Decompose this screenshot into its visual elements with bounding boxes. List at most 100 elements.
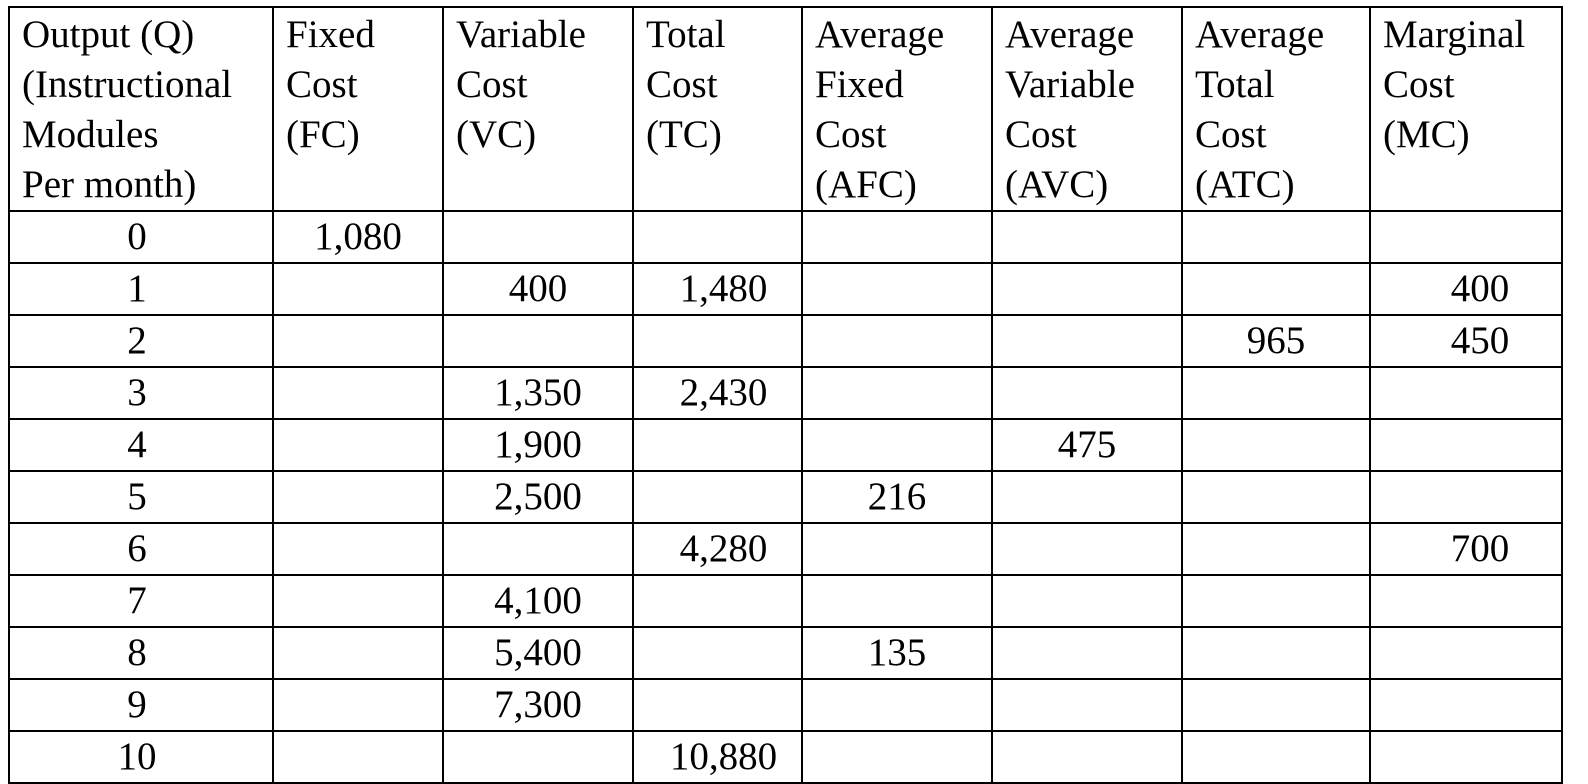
table-header: Output (Q) (Instructional Modules Per month…	[8, 6, 1563, 212]
fc-cell	[272, 522, 444, 576]
header-variable-cost: Variable Cost (VC)	[442, 6, 634, 212]
tc-cell	[632, 210, 803, 264]
header-line: (MC)	[1383, 113, 1470, 156]
header-line: (ATC)	[1195, 163, 1295, 206]
afc-cell	[801, 678, 993, 732]
avc-cell	[991, 262, 1183, 316]
atc-cell: 965	[1181, 314, 1371, 368]
header-line: Cost	[646, 63, 718, 106]
tc-cell	[632, 678, 803, 732]
afc-cell	[801, 366, 993, 420]
output-cell: 0	[8, 210, 274, 264]
fc-cell	[272, 470, 444, 524]
cell-value: 2	[127, 319, 147, 362]
afc-cell	[801, 730, 993, 784]
cell-value: 5	[127, 475, 147, 518]
tc-cell	[632, 314, 803, 368]
header-total-cost: Total Cost (TC)	[632, 6, 803, 212]
header-fixed-cost: Fixed Cost (FC)	[272, 6, 444, 212]
table-row: 8 5,400 135	[8, 626, 1563, 680]
vc-cell: 5,400	[442, 626, 634, 680]
fc-cell	[272, 574, 444, 628]
header-output: Output (Q) (Instructional Modules Per month…	[8, 6, 274, 212]
table-row: 1 400 1,480 400	[8, 262, 1563, 316]
avc-cell	[991, 210, 1183, 264]
fc-cell	[272, 262, 444, 316]
atc-cell	[1181, 678, 1371, 732]
header-line: Marginal	[1383, 13, 1526, 56]
table-row: 6 4,280 700	[8, 522, 1563, 576]
header-line: Fixed	[815, 63, 904, 106]
cell-value: 2,500	[494, 475, 582, 518]
fc-cell	[272, 730, 444, 784]
table-row: 2 965 450	[8, 314, 1563, 368]
output-cell: 9	[8, 678, 274, 732]
header-row: Output (Q) (Instructional Modules Per month…	[8, 6, 1563, 212]
header-average-total-cost: Average Total Cost (ATC)	[1181, 6, 1371, 212]
table-body: 0 1,080 1 400 1,480 400 2 965 450 3 1,350 2,430 4 1,9…	[8, 210, 1563, 784]
vc-cell: 7,300	[442, 678, 634, 732]
atc-cell	[1181, 522, 1371, 576]
tc-cell	[632, 626, 803, 680]
vc-cell	[442, 210, 634, 264]
vc-cell	[442, 314, 634, 368]
cell-value: 1,900	[494, 423, 582, 466]
cell-value: 450	[1450, 319, 1510, 362]
output-cell: 3	[8, 366, 274, 420]
cell-value: 10	[117, 735, 157, 778]
atc-cell	[1181, 470, 1371, 524]
output-cell: 1	[8, 262, 274, 316]
header-line: (AVC)	[1005, 163, 1109, 206]
header-line: Variable	[456, 13, 586, 56]
vc-cell: 1,900	[442, 418, 634, 472]
table-row: 7 4,100	[8, 574, 1563, 628]
header-line: Cost	[1005, 113, 1077, 156]
mc-cell: 450	[1369, 314, 1563, 368]
tc-cell: 1,480	[632, 262, 803, 316]
table-row: 9 7,300	[8, 678, 1563, 732]
atc-cell	[1181, 730, 1371, 784]
header-line: Average	[815, 13, 945, 56]
tc-cell: 4,280	[632, 522, 803, 576]
table-row: 0 1,080	[8, 210, 1563, 264]
atc-cell	[1181, 262, 1371, 316]
output-cell: 8	[8, 626, 274, 680]
atc-cell	[1181, 366, 1371, 420]
atc-cell	[1181, 418, 1371, 472]
cell-value: 7,300	[494, 683, 582, 726]
table-row: 10 10,880	[8, 730, 1563, 784]
cell-value: 7	[127, 579, 147, 622]
table-row: 4 1,900 475	[8, 418, 1563, 472]
cell-value: 1,480	[679, 267, 768, 310]
cell-value: 216	[867, 475, 927, 518]
mc-cell	[1369, 574, 1563, 628]
mc-cell	[1369, 366, 1563, 420]
afc-cell	[801, 418, 993, 472]
avc-cell	[991, 626, 1183, 680]
header-line: (VC)	[456, 113, 537, 156]
cell-value: 400	[1450, 267, 1510, 310]
output-cell: 10	[8, 730, 274, 784]
mc-cell: 700	[1369, 522, 1563, 576]
cell-value: 4,100	[494, 579, 582, 622]
output-cell: 5	[8, 470, 274, 524]
atc-cell	[1181, 574, 1371, 628]
cell-value: 2,430	[679, 371, 768, 414]
avc-cell	[991, 366, 1183, 420]
avc-cell	[991, 470, 1183, 524]
table-row: 5 2,500 216	[8, 470, 1563, 524]
mc-cell	[1369, 210, 1563, 264]
header-line: Cost	[456, 63, 528, 106]
header-line: (TC)	[646, 113, 722, 156]
vc-cell: 400	[442, 262, 634, 316]
header-line: Output (Q)	[22, 13, 195, 56]
cell-value: 8	[127, 631, 147, 674]
cell-value: 400	[508, 267, 568, 310]
tc-cell	[632, 418, 803, 472]
header-line: Cost	[1383, 63, 1455, 106]
header-line: Variable	[1005, 63, 1135, 106]
cell-value: 1,350	[494, 371, 582, 414]
vc-cell: 2,500	[442, 470, 634, 524]
tc-cell: 10,880	[632, 730, 803, 784]
header-line: Per month)	[22, 163, 197, 206]
